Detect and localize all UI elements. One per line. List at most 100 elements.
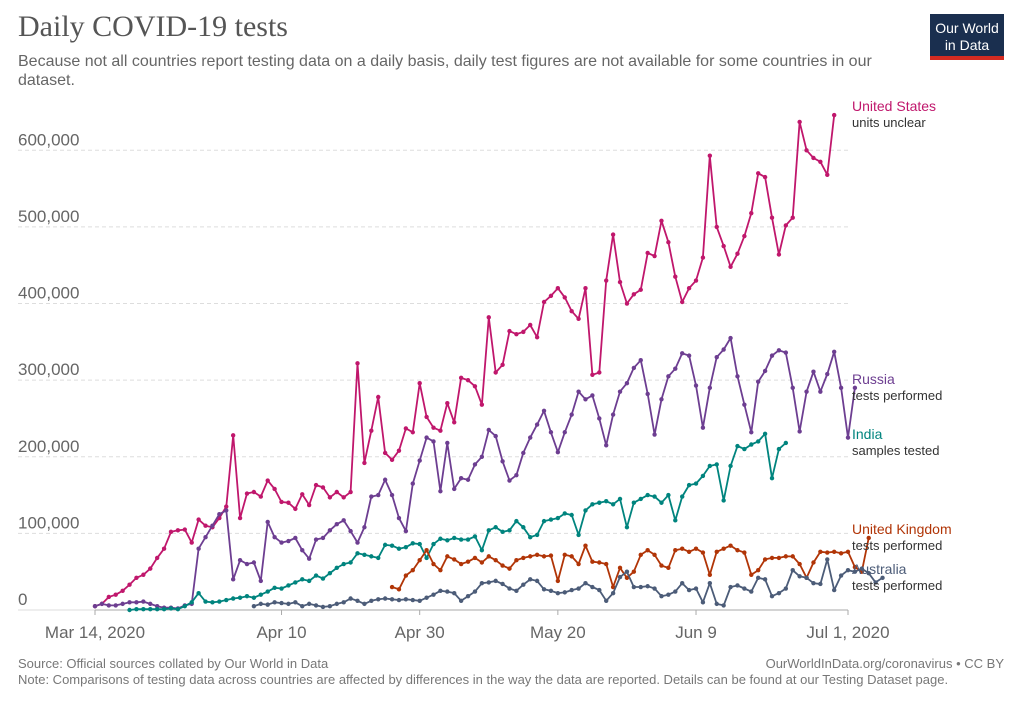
data-point: [327, 495, 333, 500]
data-point: [182, 603, 188, 609]
data-point: [541, 408, 547, 413]
data-point: [852, 385, 858, 391]
data-point: [686, 353, 692, 358]
data-point: [645, 548, 650, 553]
data-point: [548, 430, 554, 435]
source-text: Source: Official sources collated by Our…: [18, 656, 329, 671]
data-point: [562, 590, 567, 595]
series-united-states[interactable]: [92, 112, 837, 609]
data-point: [120, 601, 125, 607]
y-tick-label: 100,000: [18, 513, 79, 532]
data-point: [217, 599, 222, 604]
data-point: [597, 500, 602, 505]
data-point: [735, 548, 740, 553]
data-point: [845, 567, 851, 573]
data-point: [790, 215, 795, 220]
data-point: [638, 584, 643, 590]
data-point: [327, 603, 333, 609]
data-point: [659, 500, 664, 505]
data-point: [825, 371, 830, 377]
data-point: [859, 566, 865, 571]
data-point: [369, 554, 374, 559]
series-name-label: Australia: [852, 561, 907, 577]
license-link[interactable]: OurWorldInData.org/coronavirus • CC BY: [765, 656, 1004, 671]
data-point: [610, 412, 616, 417]
data-point: [127, 582, 132, 587]
series-name-label: United Kingdom: [852, 521, 952, 537]
data-point: [286, 601, 291, 607]
data-point: [258, 601, 263, 607]
data-point: [486, 528, 491, 533]
data-point: [376, 555, 381, 561]
data-point: [486, 554, 491, 559]
data-point: [293, 506, 298, 512]
data-point: [396, 515, 402, 521]
data-point: [604, 278, 609, 283]
data-point: [548, 517, 554, 522]
data-point: [382, 477, 388, 482]
data-point: [106, 603, 112, 608]
data-point: [265, 478, 270, 483]
data-point: [161, 546, 167, 551]
data-point: [327, 528, 333, 533]
data-point: [686, 549, 692, 554]
data-point: [306, 502, 312, 508]
data-point: [203, 599, 208, 604]
series-united-kingdom[interactable]: [389, 535, 871, 592]
data-point: [154, 607, 160, 612]
data-point: [161, 607, 167, 612]
data-point: [769, 215, 775, 220]
data-point: [465, 477, 471, 482]
series-russia[interactable]: [92, 335, 858, 611]
data-point: [735, 583, 740, 588]
series-australia[interactable]: [251, 557, 885, 610]
data-point: [362, 601, 367, 607]
data-point: [659, 397, 664, 402]
data-point: [410, 541, 415, 546]
data-point: [458, 598, 464, 604]
data-point: [286, 500, 291, 505]
data-point: [755, 171, 761, 176]
data-point: [265, 519, 270, 525]
series-name-label: Russia: [852, 371, 895, 387]
y-tick-label: 500,000: [18, 207, 79, 226]
data-point: [472, 555, 478, 561]
data-point: [168, 529, 174, 535]
data-point: [417, 598, 422, 604]
data-point: [617, 565, 623, 571]
data-point: [769, 594, 775, 599]
data-point: [638, 287, 643, 292]
data-point: [693, 481, 699, 486]
data-point: [258, 494, 263, 499]
data-point: [348, 489, 353, 495]
data-point: [583, 580, 588, 586]
series-india[interactable]: [127, 431, 789, 613]
x-axis: Mar 14, 2020 Apr 10 Apr 30 May 20 Jun 9 Jul 1…: [45, 609, 890, 642]
data-point: [458, 375, 464, 381]
data-point: [762, 431, 768, 436]
data-point: [686, 286, 692, 291]
data-point: [445, 538, 450, 543]
data-point: [610, 590, 616, 596]
data-point: [251, 560, 257, 565]
data-point: [189, 600, 194, 605]
data-point: [714, 549, 719, 554]
gridlines: 0 100,000 200,000 300,000 400,000 500,000 600,…: [18, 130, 848, 611]
data-point: [168, 606, 174, 611]
data-point: [707, 580, 713, 586]
data-point: [528, 435, 533, 440]
data-point: [362, 525, 367, 530]
data-point: [465, 559, 471, 564]
data-point: [528, 535, 533, 540]
data-point: [749, 210, 754, 216]
owid-logo[interactable]: Our World in Data: [930, 14, 1004, 60]
data-point: [521, 555, 526, 561]
data-point: [831, 112, 837, 118]
data-point: [548, 553, 554, 558]
data-point: [300, 492, 305, 497]
data-point: [431, 439, 436, 444]
series-unit-label: tests performed: [852, 538, 942, 553]
data-point: [866, 535, 871, 541]
data-point: [403, 597, 409, 602]
